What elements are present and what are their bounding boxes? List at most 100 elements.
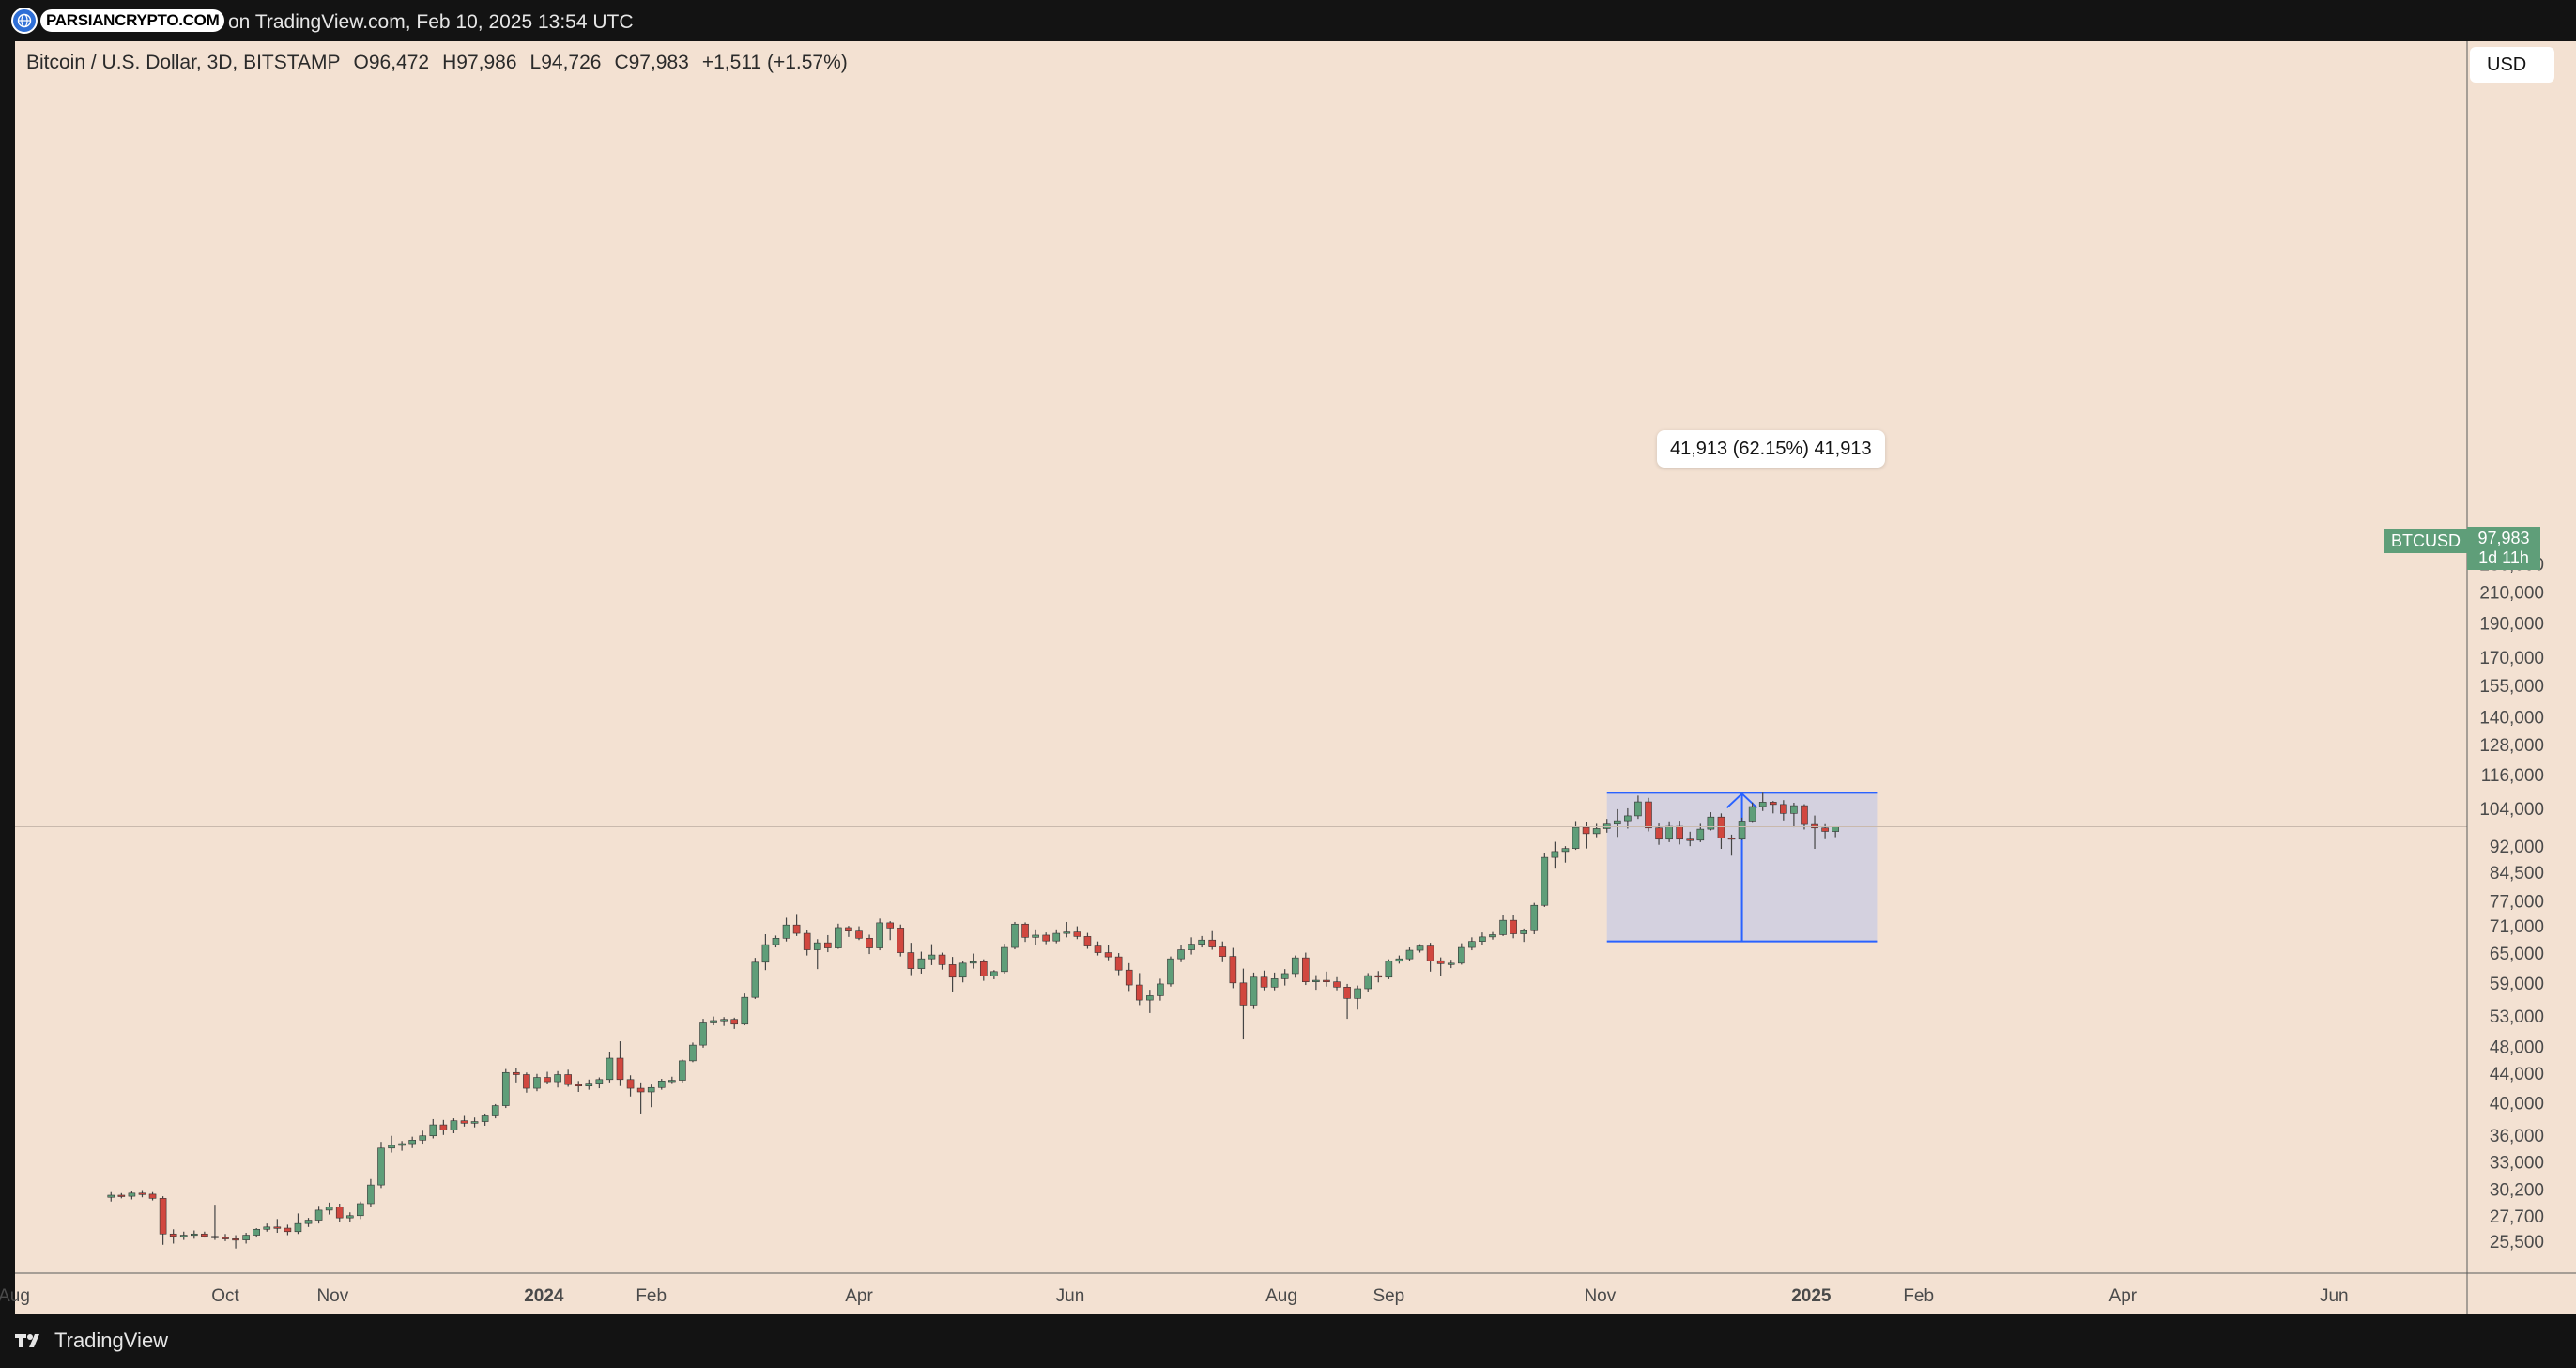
candle-body — [1572, 826, 1580, 849]
candle-body — [969, 961, 977, 964]
candle — [1208, 930, 1217, 950]
candle-body — [211, 1236, 219, 1238]
candle — [1520, 928, 1527, 943]
candle — [117, 1192, 126, 1199]
candle — [263, 1223, 271, 1232]
candle-body — [1426, 945, 1434, 961]
candle-body — [159, 1198, 167, 1235]
candle — [606, 1051, 614, 1083]
candle — [1707, 812, 1715, 831]
y-tick-label: 116,000 — [2481, 766, 2544, 786]
candle-body — [1686, 838, 1694, 841]
candle — [544, 1071, 551, 1084]
candle-body — [1790, 805, 1798, 814]
logo-text: PARSIANCRYPTO.COM — [40, 9, 225, 32]
candle — [460, 1115, 468, 1127]
candle-body — [1188, 944, 1195, 950]
candle-body — [253, 1228, 260, 1236]
candle-body — [1094, 945, 1102, 953]
candle — [1436, 957, 1445, 976]
y-tick-label: 59,000 — [2490, 975, 2544, 994]
candle-body — [1520, 930, 1527, 934]
candle-body — [232, 1238, 239, 1241]
candle-body — [595, 1079, 604, 1084]
candle-body — [1021, 923, 1029, 938]
candle — [159, 1196, 167, 1245]
candle — [1083, 932, 1092, 949]
candle — [470, 1117, 479, 1128]
candle-body — [429, 1124, 437, 1137]
ohlc-change: +1,511 (+1.57%) — [701, 52, 848, 73]
candle-body — [855, 930, 863, 939]
price-scale[interactable] — [2467, 41, 2576, 1314]
x-tick-label: Oct — [211, 1286, 239, 1306]
candle-body — [533, 1077, 541, 1089]
candle-body — [1801, 805, 1808, 825]
candle — [845, 926, 852, 937]
candle — [1727, 834, 1736, 856]
candle — [699, 1019, 707, 1048]
candle-body — [928, 954, 936, 960]
candle-body — [1811, 823, 1818, 829]
candle — [232, 1235, 239, 1249]
candle-body — [1582, 826, 1590, 835]
candle — [1104, 945, 1112, 961]
candle — [1167, 956, 1174, 987]
candle-body — [1468, 941, 1476, 948]
candle-body — [263, 1226, 271, 1230]
candle — [1188, 937, 1195, 955]
currency-button[interactable]: USD — [2470, 47, 2554, 83]
candle-body — [772, 937, 780, 945]
candle — [876, 918, 883, 951]
candle — [824, 934, 832, 953]
candle-body — [1104, 952, 1112, 958]
candle — [304, 1218, 313, 1227]
candle — [636, 1082, 645, 1114]
last-price-tag: 97,983 1d 11h — [2467, 527, 2540, 570]
candle — [1114, 953, 1123, 976]
candle — [1613, 808, 1621, 838]
candle — [958, 961, 967, 983]
candle — [1177, 945, 1185, 962]
candle — [1624, 807, 1632, 829]
candle-body — [1052, 932, 1061, 942]
chart-pane[interactable] — [15, 41, 2467, 1314]
candle — [1499, 915, 1507, 936]
x-axis: Aug Oct Nov 2024 Feb Apr Jun Aug Sep Nov 2025 Feb Ap… — [0, 1272, 2576, 1306]
candle-body — [907, 952, 915, 969]
candle-body — [657, 1081, 666, 1088]
candle — [886, 921, 894, 941]
candle — [439, 1119, 448, 1135]
candle — [720, 1017, 728, 1026]
y-tick-label: 77,000 — [2490, 893, 2544, 913]
candle-body — [1561, 848, 1570, 853]
symbol-legend: Bitcoin / U.S. Dollar, 3D, BITSTAMP O96,… — [26, 52, 848, 74]
candle-body — [1780, 804, 1787, 814]
candle — [201, 1231, 208, 1238]
tradingview-logo[interactable]: TradingView — [15, 1329, 168, 1353]
candle-body — [866, 937, 873, 948]
candle-body — [1208, 939, 1217, 947]
snapshot-caption: on TradingView.com, Feb 10, 2025 13:54 U… — [228, 11, 634, 33]
candle-body — [128, 1192, 136, 1197]
candle — [689, 1042, 697, 1063]
candle — [1094, 941, 1102, 956]
candle-body — [845, 927, 852, 931]
candle — [222, 1234, 229, 1241]
candle — [979, 959, 988, 981]
candle — [907, 943, 915, 976]
candle-body — [1219, 946, 1227, 957]
candle-body — [1011, 923, 1019, 948]
candle-body — [938, 954, 946, 965]
candle — [388, 1135, 395, 1153]
candle-body — [523, 1074, 530, 1089]
candle-body — [1063, 931, 1071, 934]
candle-body — [1405, 949, 1414, 960]
candle — [357, 1201, 364, 1220]
candle — [148, 1191, 157, 1201]
candle — [211, 1205, 219, 1240]
candle — [751, 958, 759, 999]
y-axis: 25,500 27,700 30,200 33,000 36,000 40,000 44,0… — [2466, 41, 2544, 1314]
candle-body — [792, 924, 801, 934]
